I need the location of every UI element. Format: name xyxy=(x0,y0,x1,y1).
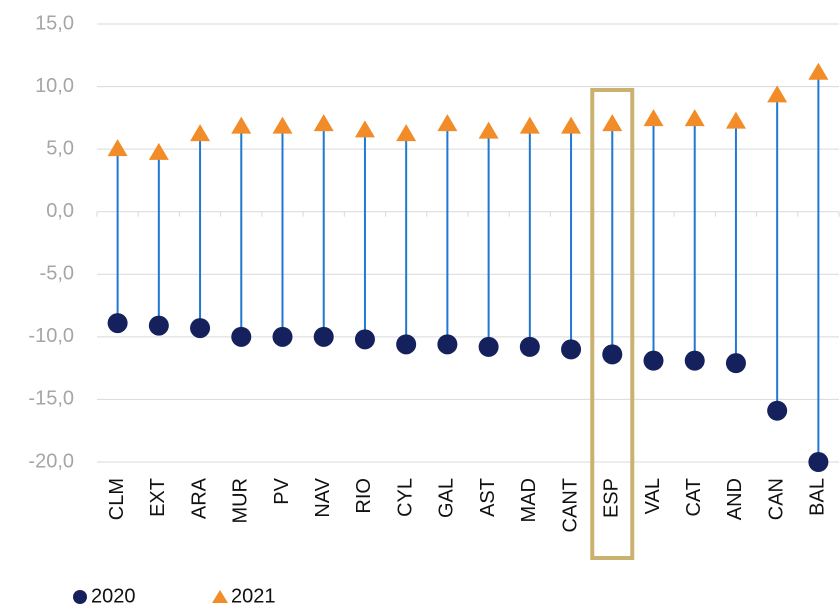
y-tick-label: -5,0 xyxy=(40,263,74,285)
dot-2020 xyxy=(437,334,458,355)
dot-2020 xyxy=(190,318,211,339)
triangle-2021 xyxy=(808,62,829,80)
y-tick-label: 0,0 xyxy=(46,200,74,222)
x-tick-label: ARA xyxy=(188,477,210,519)
highlight-box xyxy=(590,88,635,560)
y-tick-label: -15,0 xyxy=(28,388,74,410)
dot-2020 xyxy=(561,339,582,360)
triangle-2021 xyxy=(767,85,788,103)
legend-marker xyxy=(212,590,228,603)
x-tick-label: MUR xyxy=(230,478,252,524)
triangle-2021 xyxy=(643,109,664,127)
x-tick-label: CLM xyxy=(106,478,128,520)
x-tick-label: AST xyxy=(477,478,499,517)
dot-2020 xyxy=(313,326,334,347)
dot-2020 xyxy=(643,350,664,371)
triangle-2021 xyxy=(561,116,582,134)
dot-2020 xyxy=(767,400,788,421)
x-tick-label: CAN xyxy=(765,478,787,520)
y-tick-label: 15,0 xyxy=(35,12,74,34)
x-tick-label: VAL xyxy=(642,478,664,514)
x-tick-label: EXT xyxy=(147,478,169,517)
triangle-2021 xyxy=(396,124,417,142)
dot-2020 xyxy=(602,344,623,365)
dot-2020 xyxy=(808,452,829,472)
x-tick-label: AND xyxy=(724,478,746,520)
triangle-2021 xyxy=(231,116,252,134)
x-tick-label: CYL xyxy=(394,478,416,517)
legend-label: 2020 xyxy=(91,585,136,607)
y-tick-label: -20,0 xyxy=(28,450,74,472)
triangle-2021 xyxy=(354,120,375,138)
dot-2020 xyxy=(354,329,375,350)
triangle-2021 xyxy=(190,124,211,142)
triangle-2021 xyxy=(684,109,705,127)
x-tick-label: ESP xyxy=(601,478,623,518)
x-tick-label: NAV xyxy=(312,477,334,517)
x-tick-label: CANT xyxy=(559,478,581,532)
dot-2020 xyxy=(107,313,128,334)
legend-label: 2021 xyxy=(231,585,276,607)
y-tick-label: 5,0 xyxy=(46,137,74,159)
dot-2020 xyxy=(684,350,705,371)
triangle-2021 xyxy=(519,116,540,134)
y-tick-label: 10,0 xyxy=(35,75,74,97)
triangle-2021 xyxy=(313,114,334,132)
x-tick-label: RIO xyxy=(353,478,375,514)
dot-2020 xyxy=(148,315,169,336)
x-tick-label: PV xyxy=(271,477,293,504)
triangle-2021 xyxy=(725,111,746,129)
dot-2020 xyxy=(478,336,499,357)
dot-2020 xyxy=(272,326,293,347)
triangle-2021 xyxy=(478,121,499,139)
x-tick-label: GAL xyxy=(436,478,458,518)
triangle-2021 xyxy=(437,114,458,132)
dot-2020 xyxy=(231,326,252,347)
triangle-2021 xyxy=(602,114,623,132)
x-tick-label: MAD xyxy=(518,478,540,522)
dot-2020 xyxy=(396,334,417,355)
x-tick-label: CAT xyxy=(683,478,705,517)
legend-marker xyxy=(73,590,87,604)
triangle-2021 xyxy=(107,139,128,157)
y-tick-label: -10,0 xyxy=(28,325,74,347)
dot-2020 xyxy=(519,336,540,357)
triangle-2021 xyxy=(272,116,293,134)
x-tick-label: BAL xyxy=(807,478,829,516)
triangle-2021 xyxy=(148,142,169,160)
dot-2020 xyxy=(725,353,746,374)
